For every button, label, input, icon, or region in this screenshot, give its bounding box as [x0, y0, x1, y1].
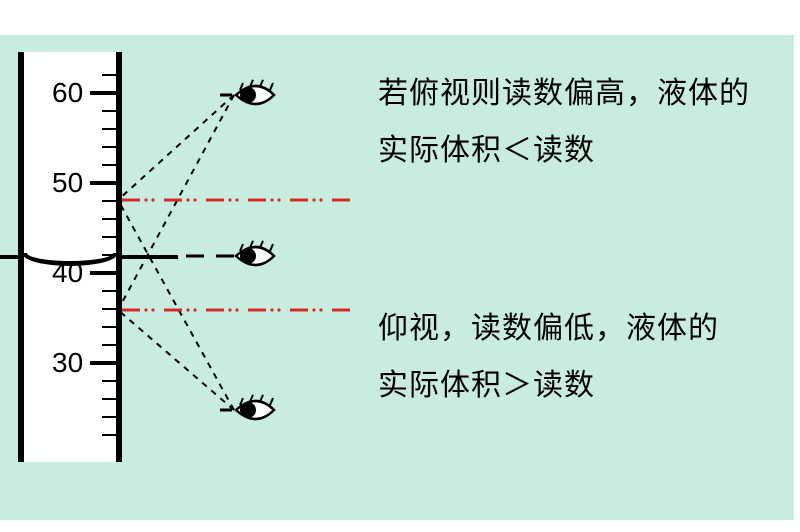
infographic-canvas: 60504030 若俯视则读数偏高，液体的 实际体积＜读数 仰视，读数偏低，液体…	[0, 0, 800, 532]
caption-bot-line1: 仰视，读数偏低，液体的	[378, 300, 719, 357]
caption-top-line2: 实际体积＜读数	[378, 122, 750, 179]
tick-minor	[102, 164, 116, 166]
tick-minor	[102, 326, 116, 328]
scale-label: 50	[52, 167, 83, 199]
tick-minor	[102, 74, 116, 76]
tick-minor	[102, 398, 116, 400]
tick-minor	[102, 146, 116, 148]
tick-major	[90, 91, 116, 95]
tick-major	[90, 271, 116, 275]
liquid-surface-left	[0, 255, 18, 259]
caption-bot-line2: 实际体积＞读数	[378, 357, 719, 414]
tick-minor	[102, 200, 116, 202]
liquid-surface-right	[122, 255, 178, 259]
scale-label: 60	[52, 77, 83, 109]
tick-major	[90, 361, 116, 365]
caption-look-down: 若俯视则读数偏高，液体的 实际体积＜读数	[378, 65, 750, 179]
tick-minor	[102, 110, 116, 112]
tick-minor	[102, 416, 116, 418]
caption-look-up: 仰视，读数偏低，液体的 实际体积＞读数	[378, 300, 719, 414]
tick-minor	[102, 434, 116, 436]
tick-minor	[102, 380, 116, 382]
tick-minor	[102, 308, 116, 310]
caption-top-line1: 若俯视则读数偏高，液体的	[378, 65, 750, 122]
tick-minor	[102, 344, 116, 346]
scale-label: 30	[52, 347, 83, 379]
tick-minor	[102, 128, 116, 130]
tick-major	[90, 181, 116, 185]
tick-minor	[102, 218, 116, 220]
tick-minor	[102, 290, 116, 292]
tick-minor	[102, 236, 116, 238]
